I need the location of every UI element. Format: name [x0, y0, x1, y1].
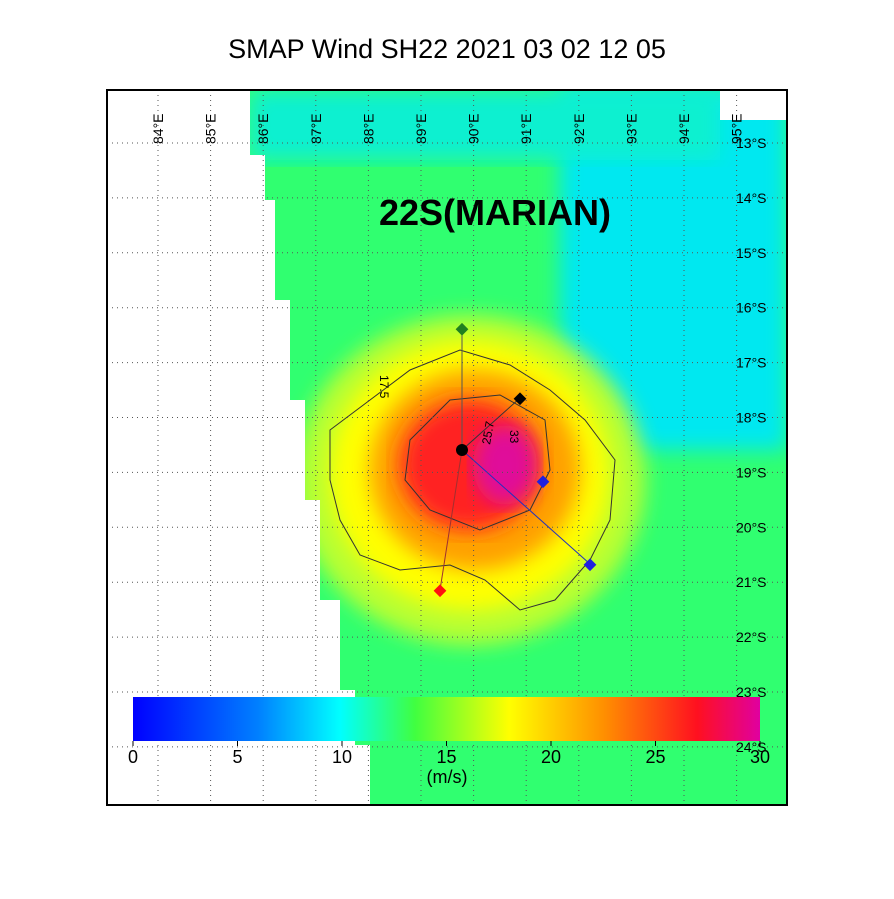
colorbar-tick-label: 5 — [232, 747, 242, 767]
longitude-label: 84°E — [150, 113, 166, 144]
title: SMAP Wind SH22 2021 03 02 12 05 — [228, 34, 666, 64]
graticule: 84°E 85°E 86°E 87°E 88°E 89°E 90°E 91°E 92°E 93°E… — [107, 90, 787, 805]
longitude-label: 92°E — [571, 113, 587, 144]
longitude-label: 93°E — [623, 113, 639, 144]
colorbar-tick-label: 15 — [436, 747, 456, 767]
longitude-label: 87°E — [308, 113, 324, 144]
colorbar-tick-label: 10 — [332, 747, 352, 767]
longitude-label: 95°E — [729, 113, 745, 144]
contour-label: 17.5 — [377, 375, 391, 399]
latitude-label: 22°S — [736, 629, 767, 645]
colorbar-tick-label: 20 — [541, 747, 561, 767]
storm-label: 22S(MARIAN) — [379, 192, 611, 233]
longitude-label: 86°E — [255, 113, 271, 144]
latitude-label: 13°S — [736, 135, 767, 151]
longitude-label: 85°E — [203, 113, 219, 144]
longitude-label: 89°E — [413, 113, 429, 144]
latitude-label: 19°S — [736, 464, 767, 480]
latitude-label: 23°S — [736, 684, 767, 700]
colorbar — [133, 697, 760, 741]
latitude-label: 15°S — [736, 245, 767, 261]
colorbar-tick-label: 30 — [750, 747, 770, 767]
contour-label: 25.7 — [479, 420, 497, 446]
longitude-label: 90°E — [466, 113, 482, 144]
latitude-label: 14°S — [736, 190, 767, 206]
latitude-label: 21°S — [736, 574, 767, 590]
longitude-label: 88°E — [360, 113, 376, 144]
frame — [106, 89, 788, 806]
longitude-label: 91°E — [518, 113, 534, 144]
wind-field — [250, 90, 787, 805]
latitude-label: 17°S — [736, 355, 767, 371]
latitude-label: 20°S — [736, 519, 767, 535]
latitude-label: 24°S — [736, 739, 767, 755]
colorbar-tick-label: 25 — [645, 747, 665, 767]
colorbar-unit: (m/s) — [427, 767, 468, 787]
longitude-label: 94°E — [676, 113, 692, 144]
latitude-label: 16°S — [736, 300, 767, 316]
colorbar-tick-label: 0 — [128, 747, 138, 767]
contour-label: 33 — [507, 430, 521, 444]
latitude-label: 18°S — [736, 410, 767, 426]
